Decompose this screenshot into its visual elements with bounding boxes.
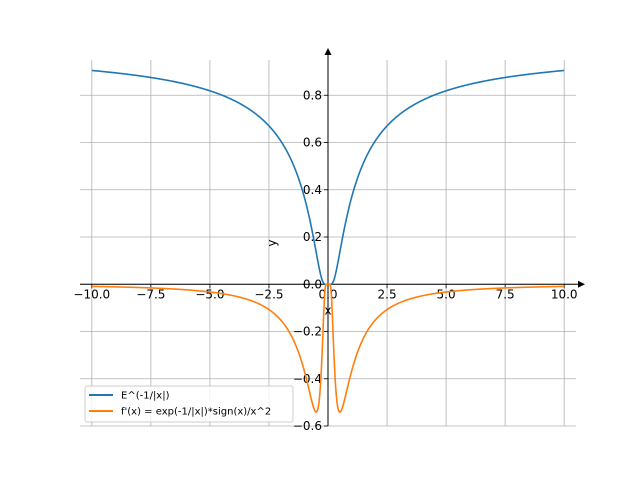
- y-tick-label: 0.6: [303, 136, 322, 150]
- y-tick-label: 0.2: [303, 230, 322, 244]
- x-axis-label: x: [324, 303, 331, 317]
- series-line: [91, 283, 565, 413]
- y-tick-label: 0.4: [303, 183, 322, 197]
- legend-entry-label: E^(-1/|x|): [121, 391, 170, 402]
- x-tick-label: −10.0: [73, 287, 110, 301]
- y-ticks: −0.6 −0.4 −0.2 0.0 0.2 0.4 0.6 0.8: [293, 88, 328, 433]
- y-tick-label: −0.6: [293, 419, 322, 433]
- x-tick-label: 0.0: [318, 287, 337, 301]
- x-tick-label: 10.0: [551, 287, 578, 301]
- x-tick-label: −5.0: [195, 287, 224, 301]
- y-axis-arrow: [324, 48, 332, 55]
- x-axis-arrow: [578, 280, 585, 288]
- series: [91, 69, 565, 413]
- x-tick-label: −2.5: [254, 287, 283, 301]
- y-tick-label: 0.0: [303, 277, 322, 291]
- x-tick-label: 5.0: [437, 287, 456, 301]
- x-tick-label: 7.5: [496, 287, 515, 301]
- x-tick-label: −7.5: [136, 287, 165, 301]
- legend-entry-label: f'(x) = exp(-1/|x|)*sign(x)/x^2: [121, 407, 271, 418]
- y-tick-label: 0.8: [303, 88, 322, 102]
- y-axis-label: y: [265, 239, 279, 246]
- legend-box: [84, 385, 294, 423]
- x-tick-label: 2.5: [378, 287, 397, 301]
- legend: E^(-1/|x|) f'(x) = exp(-1/|x|)*sign(x)/x…: [84, 385, 294, 423]
- y-tick-label: −0.4: [293, 372, 322, 386]
- y-tick-label: −0.2: [293, 325, 322, 339]
